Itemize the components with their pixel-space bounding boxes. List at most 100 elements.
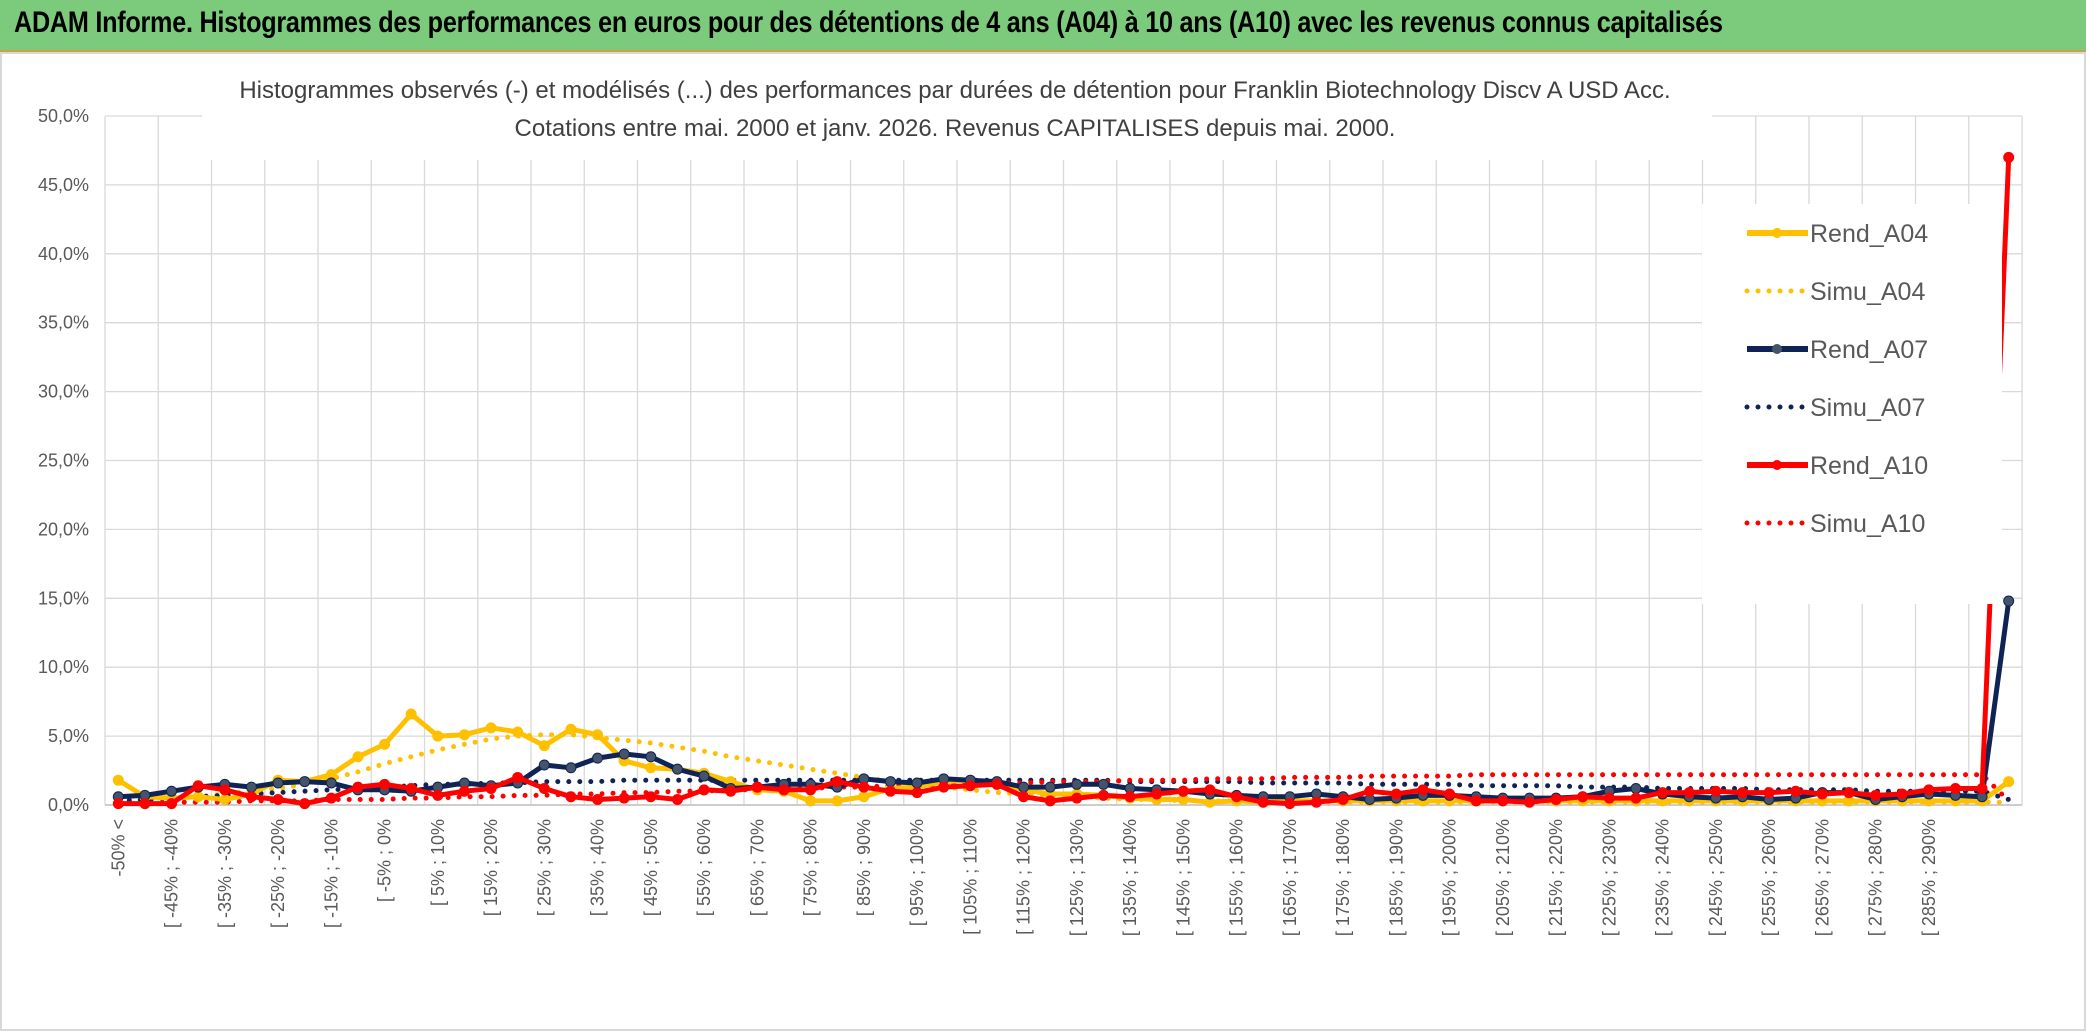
data-point <box>1071 792 1083 804</box>
data-point <box>698 784 710 796</box>
data-point <box>272 793 284 805</box>
data-point <box>645 791 657 803</box>
chart-frame: 0,0% 5,0% 10,0% 15,0% 20,0% 25,0% 30,0% 35,0% 40… <box>0 52 2086 1031</box>
data-point <box>1417 784 1429 796</box>
data-point <box>1843 787 1855 799</box>
x-tick-label: [ 95% ; 100% <box>907 819 927 926</box>
data-point <box>751 781 763 793</box>
legend-item: Rend_A07 <box>1747 336 1928 364</box>
chart-title-line: Cotations entre mai. 2000 et janv. 2026.… <box>515 115 1396 142</box>
data-point <box>1630 792 1642 804</box>
legend-marker <box>1772 344 1782 354</box>
data-point <box>1523 796 1535 808</box>
x-tick-label: [ -35% ; -30% <box>215 819 235 928</box>
data-point <box>485 722 497 734</box>
data-point <box>1044 795 1056 807</box>
y-tick-label: 45,0% <box>38 175 89 195</box>
data-point <box>991 778 1003 790</box>
x-tick-label: [ 85% ; 90% <box>854 819 874 916</box>
x-tick-label: -50% < <box>108 819 128 877</box>
data-point <box>325 777 337 789</box>
data-point <box>1710 785 1722 797</box>
data-point <box>1337 793 1349 805</box>
data-point <box>299 798 311 810</box>
data-point <box>1497 795 1509 807</box>
data-point <box>1896 788 1908 800</box>
data-point <box>884 776 896 788</box>
data-point <box>405 782 417 794</box>
x-tick-label: [ 5% ; 10% <box>428 819 448 906</box>
x-tick-label: [ 175% ; 180% <box>1333 819 1353 936</box>
x-tick-label: [ 205% ; 210% <box>1493 819 1513 936</box>
data-point <box>1976 782 1988 794</box>
x-tick-label: [ -15% ; -10% <box>321 819 341 928</box>
data-point <box>805 784 817 796</box>
data-point <box>858 791 870 803</box>
data-point <box>325 792 337 804</box>
legend-item: Simu_A07 <box>1744 394 1925 422</box>
legend-marker <box>1772 460 1782 470</box>
data-point <box>1231 791 1243 803</box>
data-point <box>1923 784 1935 796</box>
data-point <box>1257 796 1269 808</box>
x-tick-label: [ 255% ; 260% <box>1759 819 1779 936</box>
data-point <box>299 776 311 788</box>
data-point <box>1364 785 1376 797</box>
report-banner: ADAM Informe. Histogrammes des performan… <box>0 0 2086 52</box>
data-point <box>938 781 950 793</box>
x-tick-label: [ 265% ; 270% <box>1812 819 1832 936</box>
data-point <box>671 793 683 805</box>
data-point <box>698 770 710 782</box>
x-tick-labels: -50% < [ -45% ; -40% [ -35% ; -30% [ -25% ;… <box>108 819 1939 936</box>
chart-title-line: Histogrammes observés (-) et modélisés (… <box>239 77 1670 104</box>
data-point <box>219 784 231 796</box>
data-point <box>1870 789 1882 801</box>
data-point <box>272 777 284 789</box>
data-point <box>139 798 151 810</box>
data-point <box>1657 787 1669 799</box>
x-tick-label: [ 195% ; 200% <box>1440 819 1460 936</box>
data-point <box>458 729 470 741</box>
data-point <box>592 729 604 741</box>
chart-title-background <box>202 60 1712 160</box>
data-point <box>405 708 417 720</box>
data-point <box>166 798 178 810</box>
legend-item: Simu_A10 <box>1744 510 1925 538</box>
y-tick-label: 25,0% <box>38 451 89 471</box>
y-tick-label: 40,0% <box>38 244 89 264</box>
data-point <box>245 791 257 803</box>
x-tick-label: [ 245% ; 250% <box>1706 819 1726 936</box>
data-point <box>592 752 604 764</box>
data-point <box>831 795 843 807</box>
data-point <box>2003 776 2015 788</box>
data-point <box>884 785 896 797</box>
y-tick-label: 5,0% <box>48 726 89 746</box>
legend-label: Simu_A10 <box>1810 510 1925 538</box>
data-point <box>379 778 391 790</box>
data-point <box>432 730 444 742</box>
data-point <box>805 795 817 807</box>
data-point <box>618 748 630 760</box>
data-point <box>1683 787 1695 799</box>
x-tick-label: [ 15% ; 20% <box>481 819 501 916</box>
x-tick-label: [ 225% ; 230% <box>1599 819 1619 936</box>
legend-item: Rend_A04 <box>1747 220 1928 248</box>
data-point <box>1310 796 1322 808</box>
data-point <box>166 785 178 797</box>
legend-label: Rend_A10 <box>1810 452 1928 480</box>
y-tick-label: 35,0% <box>38 313 89 333</box>
data-point <box>645 762 657 774</box>
x-tick-label: [ 35% ; 40% <box>588 819 608 916</box>
x-tick-label: [ -45% ; -40% <box>162 819 182 928</box>
x-tick-label: [ 165% ; 170% <box>1280 819 1300 936</box>
x-tick-label: [ 115% ; 120% <box>1014 819 1034 935</box>
data-point <box>1444 788 1456 800</box>
data-point <box>2003 151 2015 163</box>
x-tick-label: [ 185% ; 190% <box>1386 819 1406 936</box>
series-simu-a10 <box>115 772 2012 807</box>
data-point <box>219 793 231 805</box>
data-point <box>112 774 124 786</box>
legend-label: Simu_A07 <box>1810 394 1925 422</box>
data-point <box>1071 778 1083 790</box>
data-point <box>1470 795 1482 807</box>
